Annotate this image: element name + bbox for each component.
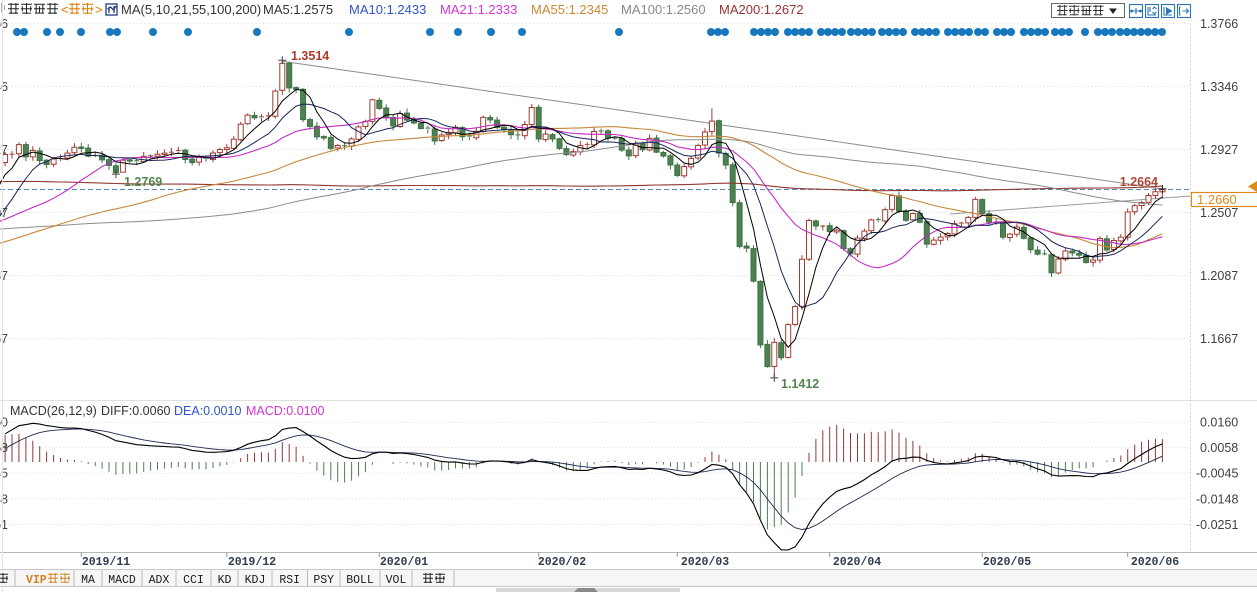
svg-text:1.3346: 1.3346 (1200, 80, 1238, 94)
svg-text:RSI: RSI (279, 574, 300, 587)
svg-text:2020/05: 2020/05 (983, 556, 1031, 569)
svg-text:1.3346: 1.3346 (0, 80, 8, 94)
svg-text:-0.0148: -0.0148 (1196, 492, 1238, 506)
svg-text:1.2664: 1.2664 (1120, 175, 1158, 189)
svg-text:DEA:0.0010: DEA:0.0010 (174, 404, 241, 418)
svg-text:ADX: ADX (149, 574, 170, 587)
svg-text:1.2927: 1.2927 (0, 143, 8, 157)
svg-text:1.2769: 1.2769 (124, 175, 162, 189)
svg-text:MA10:1.2433: MA10:1.2433 (349, 2, 426, 17)
svg-text:MACD:0.0100: MACD:0.0100 (246, 404, 325, 418)
svg-text:MA55:1.2345: MA55:1.2345 (531, 2, 608, 17)
svg-text:>: > (95, 2, 103, 17)
svg-text:1.2507: 1.2507 (1200, 206, 1238, 220)
svg-text:-0.0045: -0.0045 (0, 467, 8, 481)
svg-text:-0.0251: -0.0251 (1196, 518, 1238, 532)
svg-text:1.2087: 1.2087 (1200, 269, 1238, 283)
svg-text:MACD(26,12,9): MACD(26,12,9) (10, 404, 97, 418)
svg-text:MA100:1.2560: MA100:1.2560 (621, 2, 706, 17)
svg-text:<: < (61, 2, 69, 17)
svg-text:1.3766: 1.3766 (1200, 17, 1238, 31)
svg-text:1.3766: 1.3766 (0, 17, 8, 31)
svg-text:0.0160: 0.0160 (1200, 416, 1238, 430)
svg-text:2020/01: 2020/01 (380, 556, 428, 569)
svg-text:1.1667: 1.1667 (1200, 332, 1238, 346)
svg-text:MA5:1.2575: MA5:1.2575 (263, 2, 333, 17)
svg-text:1.1667: 1.1667 (0, 332, 8, 346)
svg-text:1.2927: 1.2927 (1200, 143, 1238, 157)
svg-text:DIFF:0.0060: DIFF:0.0060 (101, 404, 171, 418)
svg-text:2019/12: 2019/12 (228, 556, 276, 569)
svg-text:MA21:1.2333: MA21:1.2333 (440, 2, 517, 17)
svg-text:BOLL: BOLL (346, 574, 374, 587)
svg-text:MA(5,10,21,55,100,200): MA(5,10,21,55,100,200) (121, 2, 261, 17)
svg-text:MACD: MACD (108, 574, 136, 587)
svg-text:2020/02: 2020/02 (538, 556, 586, 569)
svg-text:2020/04: 2020/04 (833, 556, 881, 569)
svg-text:0.0160: 0.0160 (0, 416, 8, 430)
svg-text:1.2660: 1.2660 (1197, 192, 1237, 207)
svg-text:1.2507: 1.2507 (0, 206, 8, 220)
svg-text:CCI: CCI (183, 574, 204, 587)
svg-text:-0.0251: -0.0251 (0, 518, 8, 532)
svg-text:KDJ: KDJ (245, 574, 266, 587)
svg-text:1.2087: 1.2087 (0, 269, 8, 283)
svg-text:-0.0045: -0.0045 (1196, 467, 1238, 481)
svg-text:0.0058: 0.0058 (1200, 441, 1238, 455)
svg-text:1.1412: 1.1412 (781, 377, 819, 391)
svg-text:0.0058: 0.0058 (0, 441, 8, 455)
svg-text:MA: MA (81, 574, 95, 587)
svg-text:2019/11: 2019/11 (82, 556, 130, 569)
svg-text:1.3514: 1.3514 (291, 49, 329, 63)
svg-text:PSY: PSY (313, 574, 334, 587)
svg-text:KD: KD (218, 574, 232, 587)
svg-text:MA200:1.2672: MA200:1.2672 (719, 2, 804, 17)
svg-text:2020/06: 2020/06 (1131, 556, 1179, 569)
svg-text:-0.0148: -0.0148 (0, 492, 8, 506)
svg-text:VOL: VOL (386, 574, 407, 587)
svg-text:VIP: VIP (26, 574, 47, 587)
svg-text:2020/03: 2020/03 (681, 556, 729, 569)
